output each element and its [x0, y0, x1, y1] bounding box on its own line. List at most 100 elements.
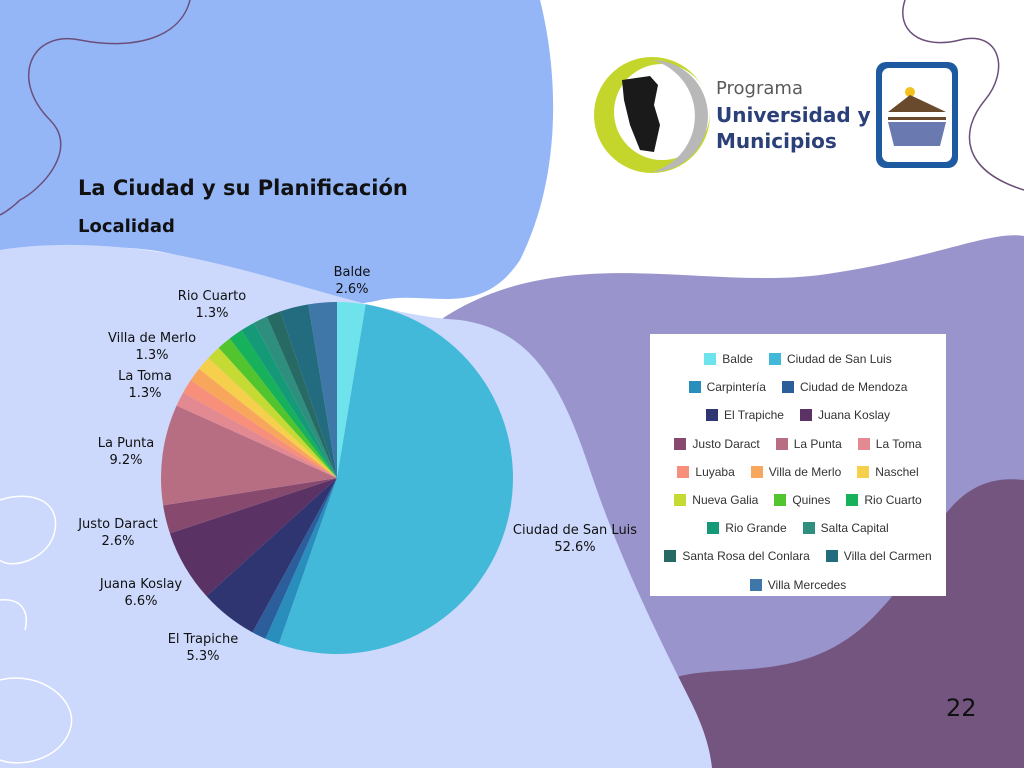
pie-slice-villa-mercedes	[308, 302, 337, 478]
legend-swatch	[774, 494, 787, 507]
legend-item: Luyaba	[677, 464, 735, 479]
logo-line-3: Municipios	[716, 129, 837, 153]
slice-percentage: 52.6%	[554, 540, 595, 555]
pie-slice-villa-del-carmen	[280, 304, 337, 478]
pie-slice-salta-capital	[253, 316, 337, 478]
legend-label: Balde	[722, 352, 753, 367]
legend-swatch	[799, 409, 812, 422]
slice-percentage: 9.2%	[109, 453, 142, 468]
legend-swatch	[750, 465, 763, 478]
legend-swatch	[707, 522, 720, 535]
logo-line-2: Universidad y	[716, 103, 871, 127]
legend-row: Balde Ciudad de San Luis	[650, 345, 946, 373]
legend-swatch	[857, 437, 870, 450]
legend-swatch	[846, 494, 859, 507]
legend-item: El Trapiche	[705, 408, 784, 423]
squiggle-top-left	[0, 0, 191, 216]
slice-label: El Trapiche	[168, 632, 239, 647]
legend-label: Naschel	[875, 464, 919, 479]
slice-label: Juana Koslay	[99, 577, 183, 592]
legend-label: Ciudad de Mendoza	[799, 380, 908, 395]
legend-swatch	[677, 465, 690, 478]
legend-row: Santa Rosa del Conlara Villa del Carmen	[650, 542, 946, 570]
legend-item: Balde	[704, 352, 753, 366]
legend-label: Juana Koslay	[817, 408, 891, 423]
legend-item: La Toma	[857, 436, 922, 451]
legend-item: Naschel	[857, 464, 919, 479]
shield-icon	[876, 62, 958, 168]
legend-row: Luyaba Villa de Merlo Naschel	[650, 458, 946, 486]
page-number: 22	[946, 694, 977, 722]
legend-item: Ciudad de Mendoza	[781, 380, 908, 395]
legend-row: Justo Daract La Punta La Toma	[650, 430, 946, 458]
legend-swatch	[749, 578, 762, 591]
pie-slice-rio-grande	[241, 322, 337, 478]
slice-label: La Toma	[118, 369, 172, 384]
slice-percentage: 5.3%	[186, 649, 219, 664]
slice-label: Justo Daract	[77, 517, 158, 532]
white-swirl-2	[0, 599, 27, 631]
white-swirl-3	[0, 677, 73, 764]
slice-label: La Punta	[98, 436, 155, 451]
legend-row: Rio Grande Salta Capital	[650, 514, 946, 542]
legend-label: Carpintería	[706, 380, 766, 395]
pie-slice-el-trapiche	[206, 478, 337, 633]
legend-label: El Trapiche	[723, 408, 784, 423]
pie-slice-santa-rosa-del-conlara	[266, 311, 337, 478]
legend-label: Nueva Galia	[692, 493, 759, 508]
logo-text: Programa Universidad y Municipios	[716, 76, 871, 154]
slice-percentage: 1.3%	[195, 306, 228, 321]
legend-label: Santa Rosa del Conlara	[682, 549, 810, 564]
legend-label: La Toma	[875, 436, 922, 451]
legend-swatch	[704, 353, 717, 366]
pie-slice-la-toma	[176, 392, 337, 478]
legend-label: Villa de Merlo	[768, 464, 842, 479]
slide-title: La Ciudad y su Planificación	[78, 176, 408, 200]
legend-row: Villa Mercedes	[650, 571, 946, 599]
legend-swatch	[768, 353, 781, 366]
legend-item: Ciudad de San Luis	[768, 352, 892, 367]
legend-item: Justo Daract	[674, 436, 760, 451]
legend-swatch	[674, 437, 687, 450]
legend-label: La Punta	[793, 436, 842, 451]
legend-item: Villa Mercedes	[749, 578, 846, 592]
blue-blob	[0, 0, 554, 305]
legend-label: Justo Daract	[692, 436, 760, 451]
pie-slice-nueva-galia	[208, 347, 337, 478]
legend-item: Villa del Carmen	[825, 549, 932, 564]
pie-slice-villa-de-merlo	[190, 368, 337, 478]
legend-label: Salta Capital	[820, 521, 889, 536]
pie-slice-ciudad-de-san-luis	[278, 304, 513, 654]
legend-swatch	[664, 550, 677, 563]
pie-slice-naschel	[199, 357, 337, 478]
squiggle-top-right	[902, 0, 1024, 191]
legend-item: Villa de Merlo	[750, 464, 842, 479]
legend-swatch	[802, 522, 815, 535]
legend-row: Carpintería Ciudad de Mendoza	[650, 373, 946, 401]
pie-slice-luyaba	[183, 380, 337, 478]
legend-label: Luyaba	[695, 464, 735, 479]
legend-label: Villa del Carmen	[843, 549, 932, 564]
pie-slice-juana-koslay	[169, 478, 337, 597]
legend-label: Ciudad de San Luis	[786, 352, 892, 367]
pie-slice-rio-cuarto	[229, 330, 337, 478]
legend-label: Rio Cuarto	[864, 493, 922, 508]
logo-line-1: Programa	[716, 78, 803, 99]
slice-percentage: 1.3%	[135, 348, 168, 363]
pie-slice-justo-daract	[163, 478, 337, 534]
slice-percentage: 6.6%	[124, 594, 157, 609]
white-swirl-1	[0, 495, 57, 565]
legend-item: Salta Capital	[802, 521, 889, 536]
slice-percentage: 1.3%	[128, 386, 161, 401]
legend-item: Santa Rosa del Conlara	[664, 549, 810, 564]
legend-swatch	[688, 381, 701, 394]
legend-item: Quines	[774, 493, 830, 507]
slice-label: Balde	[334, 265, 371, 280]
pie-slice-la-punta	[161, 405, 337, 506]
legend-row: El Trapiche Juana Koslay	[650, 401, 946, 429]
legend-item: La Punta	[775, 436, 842, 451]
pie-slice-balde	[337, 302, 366, 478]
pie-slice-ciudad-de-mendoza	[252, 478, 337, 639]
legend-row: Nueva Galia Quines Rio Cuarto	[650, 486, 946, 514]
